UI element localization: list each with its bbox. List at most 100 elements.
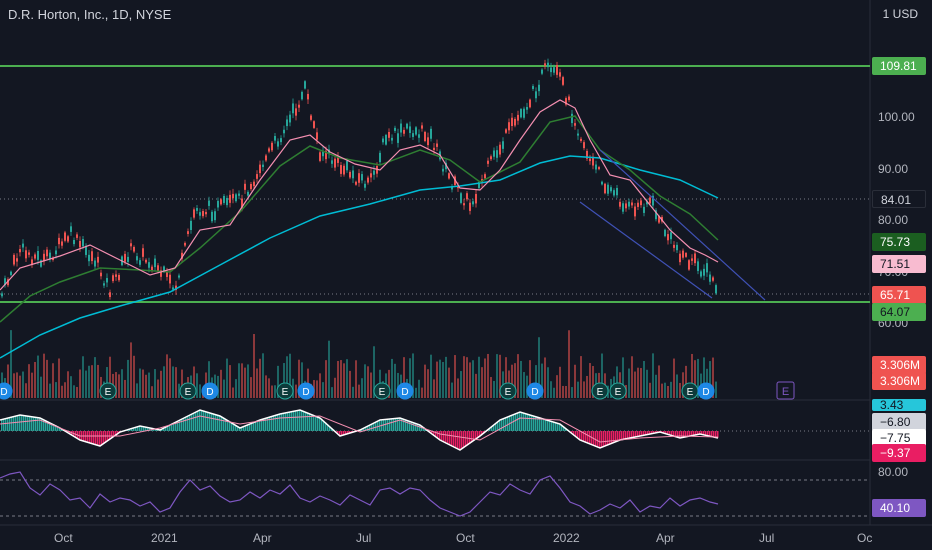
macd-tag-signal[interactable]: −9.37 — [872, 444, 926, 462]
price-tag-last[interactable]: 65.71 — [872, 286, 926, 304]
macd-hist-bar — [241, 427, 243, 431]
candle-body — [82, 239, 84, 247]
macd-hist-bar — [321, 418, 323, 431]
macd-hist-bar — [415, 423, 417, 431]
price-tag-support[interactable]: 64.07 — [872, 303, 926, 321]
time-axis-label: 2021 — [151, 531, 178, 545]
upcoming-earnings-letter: E — [782, 386, 789, 398]
macd-hist-bar — [513, 414, 515, 431]
macd-hist-bar — [363, 428, 365, 431]
macd-hist-bar — [665, 431, 667, 434]
ema-long-line — [0, 155, 719, 359]
macd-hist-bar — [547, 420, 549, 431]
macd-hist-bar — [465, 431, 467, 447]
macd-hist-bar — [435, 431, 437, 437]
candle-body — [52, 257, 54, 261]
candle-body — [70, 226, 72, 232]
candle-body — [421, 125, 423, 129]
volume-bar — [652, 353, 654, 398]
candle-body — [580, 138, 582, 142]
macd-hist-bar — [259, 420, 261, 431]
candle-body — [631, 202, 633, 206]
channel-lower-line[interactable] — [579, 201, 713, 299]
volume-bar — [166, 354, 168, 398]
candle-body — [703, 268, 705, 276]
event-marker-letter: E — [597, 387, 604, 398]
volume-bar — [19, 375, 21, 398]
candle-body — [484, 174, 486, 179]
price-tag-ema-short[interactable]: 71.51 — [872, 255, 926, 273]
macd-hist-bar — [361, 429, 363, 431]
candle-body — [127, 256, 129, 262]
candle-body — [430, 128, 432, 139]
candle-body — [361, 174, 363, 181]
currency-label[interactable]: 1 USD — [882, 7, 918, 21]
macd-hist-bar — [607, 431, 609, 446]
candle-body — [34, 254, 36, 259]
volume-tag[interactable]: 3.306M — [872, 356, 926, 374]
volume-bar — [430, 354, 432, 398]
candle-body — [196, 208, 198, 211]
volume-tag[interactable]: 3.306M — [872, 372, 926, 390]
macd-tag-line[interactable]: −7.75 — [872, 429, 926, 447]
volume-bar — [259, 358, 261, 398]
candle-body — [133, 246, 135, 252]
macd-hist-bar — [153, 428, 155, 431]
price-tag-resistance[interactable]: 109.81 — [872, 57, 926, 75]
macd-tag-signal-a[interactable]: −6.80 — [872, 413, 926, 431]
candle-body — [289, 114, 291, 123]
candle-body — [157, 265, 159, 272]
upcoming-earnings-marker[interactable] — [776, 381, 795, 400]
candle-body — [193, 209, 195, 218]
macd-hist-bar — [543, 418, 545, 431]
price-tag-ema-mid[interactable]: 75.73 — [872, 233, 926, 251]
macd-hist-bar — [143, 426, 145, 431]
macd-hist-bar — [197, 411, 199, 431]
candle-body — [595, 164, 597, 170]
candle-body — [352, 170, 354, 179]
macd-hist-bar — [113, 431, 115, 437]
macd-hist-bar — [667, 431, 669, 435]
macd-hist-bar — [411, 421, 413, 431]
candle-body — [88, 254, 90, 262]
macd-hist-bar — [635, 431, 637, 437]
macd-signal-line — [0, 415, 719, 443]
volume-bar — [31, 372, 33, 398]
macd-hist-bar — [97, 431, 99, 446]
candle-body — [349, 171, 351, 178]
macd-hist-bar — [299, 410, 301, 431]
macd-hist-bar — [283, 413, 285, 431]
macd-hist-bar — [297, 410, 299, 431]
candle-body — [226, 198, 228, 206]
volume-bar — [679, 382, 681, 398]
volume-bar — [571, 387, 573, 398]
macd-tag-histogram[interactable]: 3.43 — [872, 399, 926, 411]
volume-bar — [244, 367, 246, 398]
rsi-tag[interactable]: 40.10 — [872, 499, 926, 517]
channel-upper-line[interactable] — [599, 149, 766, 301]
symbol-title[interactable]: D.R. Horton, Inc., 1D, NYSE — [8, 7, 172, 22]
volume-bar — [628, 368, 630, 398]
candle-body — [451, 186, 453, 190]
macd-hist-bar — [93, 431, 95, 444]
candle-body — [313, 121, 315, 128]
time-axis-label: Oct — [456, 531, 475, 545]
macd-hist-bar — [555, 422, 557, 431]
dividend-marker — [201, 382, 219, 400]
volume-bar — [439, 359, 441, 398]
volume-bar — [403, 357, 405, 398]
macd-hist-bar — [203, 410, 205, 431]
macd-hist-bar — [135, 427, 137, 431]
macd-hist-bar — [37, 417, 39, 431]
macd-hist-bar — [237, 426, 239, 431]
candle-body — [85, 245, 87, 255]
volume-bar — [337, 360, 339, 398]
price-tag-dotted[interactable]: 84.01 — [872, 190, 926, 208]
macd-hist-bar — [623, 431, 625, 440]
volume-bar — [586, 375, 588, 398]
candle-body — [301, 91, 303, 100]
macd-hist-bar — [711, 431, 713, 437]
volume-bar — [76, 386, 78, 398]
